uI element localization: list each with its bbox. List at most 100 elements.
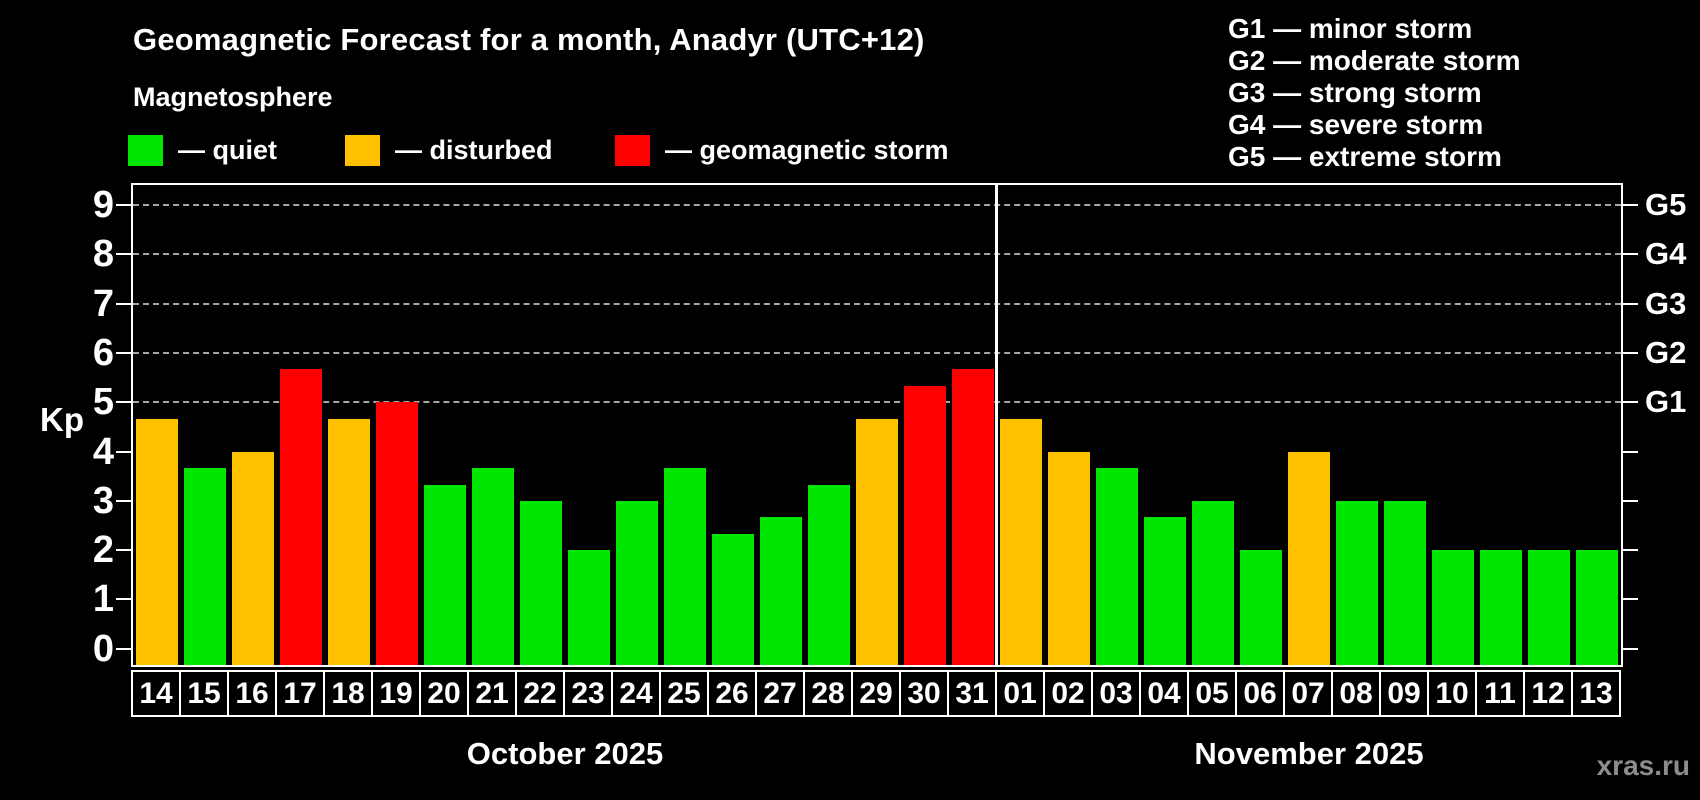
day-label-16: 16 bbox=[227, 670, 277, 717]
legend-item-disturbed: — disturbed bbox=[345, 134, 553, 166]
kp-bar-02 bbox=[1048, 451, 1090, 665]
day-label-06: 06 bbox=[1235, 670, 1285, 717]
kp-bar-12 bbox=[1528, 550, 1570, 665]
y-tick-mark-left-1 bbox=[116, 598, 131, 601]
day-label-19: 19 bbox=[371, 670, 421, 717]
month-label-1: November 2025 bbox=[1194, 736, 1424, 771]
day-label-13: 13 bbox=[1571, 670, 1621, 717]
g-axis-label-g2: G2 bbox=[1645, 335, 1687, 371]
plot-area bbox=[131, 183, 1623, 667]
day-label-22: 22 bbox=[515, 670, 565, 717]
kp-bar-01 bbox=[1000, 418, 1042, 665]
day-label-01: 01 bbox=[995, 670, 1045, 717]
kp-bar-18 bbox=[328, 418, 370, 665]
y-tick-mark-left-4 bbox=[116, 450, 131, 453]
day-label-12: 12 bbox=[1523, 670, 1573, 717]
y-tick-label-8: 8 bbox=[92, 233, 114, 276]
kp-bar-10 bbox=[1432, 550, 1474, 665]
y-tick-label-5: 5 bbox=[92, 381, 114, 424]
gridline-kp9 bbox=[133, 204, 1621, 207]
kp-bar-21 bbox=[472, 467, 514, 665]
g-axis-label-g3: G3 bbox=[1645, 285, 1687, 321]
y-tick-mark-left-0 bbox=[116, 647, 131, 650]
g-axis-label-g4: G4 bbox=[1645, 236, 1687, 272]
day-label-17: 17 bbox=[275, 670, 325, 717]
kp-bar-30 bbox=[904, 386, 946, 665]
kp-bar-06 bbox=[1240, 550, 1282, 665]
y-tick-mark-right-4 bbox=[1623, 450, 1638, 453]
storm-color-swatch bbox=[615, 134, 650, 166]
y-tick-mark-right-6 bbox=[1623, 352, 1638, 355]
kp-bar-03 bbox=[1096, 467, 1138, 665]
g-axis-label-g5: G5 bbox=[1645, 187, 1687, 223]
y-axis-title: Kp bbox=[40, 401, 84, 438]
kp-bar-07 bbox=[1288, 451, 1330, 665]
kp-bar-25 bbox=[664, 467, 706, 665]
y-tick-mark-right-9 bbox=[1623, 204, 1638, 207]
day-label-24: 24 bbox=[611, 670, 661, 717]
kp-bar-11 bbox=[1480, 550, 1522, 665]
g-legend-row-g2: G2 — moderate storm bbox=[1228, 45, 1521, 76]
chart-subtitle: Magnetosphere bbox=[133, 82, 333, 112]
y-tick-label-3: 3 bbox=[92, 479, 114, 522]
g-legend-row-g3: G3 — strong storm bbox=[1228, 77, 1482, 108]
kp-bar-26 bbox=[712, 533, 754, 665]
kp-bar-22 bbox=[520, 500, 562, 665]
day-label-28: 28 bbox=[803, 670, 853, 717]
quiet-color-swatch bbox=[128, 134, 163, 166]
day-label-14: 14 bbox=[131, 670, 181, 717]
kp-bar-29 bbox=[856, 418, 898, 665]
kp-bar-13 bbox=[1576, 550, 1618, 665]
day-label-27: 27 bbox=[755, 670, 805, 717]
y-tick-mark-left-8 bbox=[116, 253, 131, 256]
kp-bar-23 bbox=[568, 550, 610, 665]
y-tick-mark-left-9 bbox=[116, 204, 131, 207]
gridline-kp8 bbox=[133, 253, 1621, 256]
legend-label-storm: — geomagnetic storm bbox=[665, 135, 949, 165]
day-label-09: 09 bbox=[1379, 670, 1429, 717]
legend-item-storm: — geomagnetic storm bbox=[615, 134, 949, 166]
day-label-03: 03 bbox=[1091, 670, 1141, 717]
month-label-0: October 2025 bbox=[466, 736, 664, 771]
g-legend-row-g5: G5 — extreme storm bbox=[1228, 141, 1502, 172]
kp-bar-19 bbox=[376, 402, 418, 665]
kp-bar-15 bbox=[184, 467, 226, 665]
y-tick-mark-right-0 bbox=[1623, 647, 1638, 650]
y-tick-label-9: 9 bbox=[92, 184, 114, 227]
day-label-23: 23 bbox=[563, 670, 613, 717]
kp-bar-20 bbox=[424, 484, 466, 665]
kp-bar-05 bbox=[1192, 500, 1234, 665]
disturbed-color-swatch bbox=[345, 134, 380, 166]
day-label-21: 21 bbox=[467, 670, 517, 717]
legend-label-disturbed: — disturbed bbox=[395, 135, 553, 165]
g-legend-row-g4: G4 — severe storm bbox=[1228, 109, 1484, 140]
chart-title: Geomagnetic Forecast for a month, Anadyr… bbox=[133, 22, 925, 57]
day-label-29: 29 bbox=[851, 670, 901, 717]
y-tick-mark-right-8 bbox=[1623, 253, 1638, 256]
day-label-05: 05 bbox=[1187, 670, 1237, 717]
kp-bar-31 bbox=[952, 369, 994, 665]
month-divider bbox=[995, 185, 998, 665]
kp-bar-04 bbox=[1144, 517, 1186, 665]
day-label-02: 02 bbox=[1043, 670, 1093, 717]
kp-bar-08 bbox=[1336, 500, 1378, 665]
gridline-kp5 bbox=[133, 401, 1621, 404]
day-label-26: 26 bbox=[707, 670, 757, 717]
kp-bar-24 bbox=[616, 500, 658, 665]
day-label-20: 20 bbox=[419, 670, 469, 717]
kp-bar-09 bbox=[1384, 500, 1426, 665]
y-tick-mark-left-7 bbox=[116, 302, 131, 305]
y-tick-mark-left-2 bbox=[116, 549, 131, 552]
day-label-11: 11 bbox=[1475, 670, 1525, 717]
y-tick-label-2: 2 bbox=[92, 529, 114, 572]
legend-item-quiet: — quiet bbox=[128, 134, 277, 166]
y-tick-label-7: 7 bbox=[92, 282, 114, 325]
day-label-15: 15 bbox=[179, 670, 229, 717]
y-tick-mark-right-5 bbox=[1623, 401, 1638, 404]
g-scale-legend: G1 — minor storm G2 — moderate storm G3 … bbox=[1228, 13, 1521, 173]
y-tick-mark-left-6 bbox=[116, 352, 131, 355]
y-tick-label-6: 6 bbox=[92, 332, 114, 375]
day-label-04: 04 bbox=[1139, 670, 1189, 717]
y-tick-mark-left-3 bbox=[116, 499, 131, 502]
day-label-18: 18 bbox=[323, 670, 373, 717]
